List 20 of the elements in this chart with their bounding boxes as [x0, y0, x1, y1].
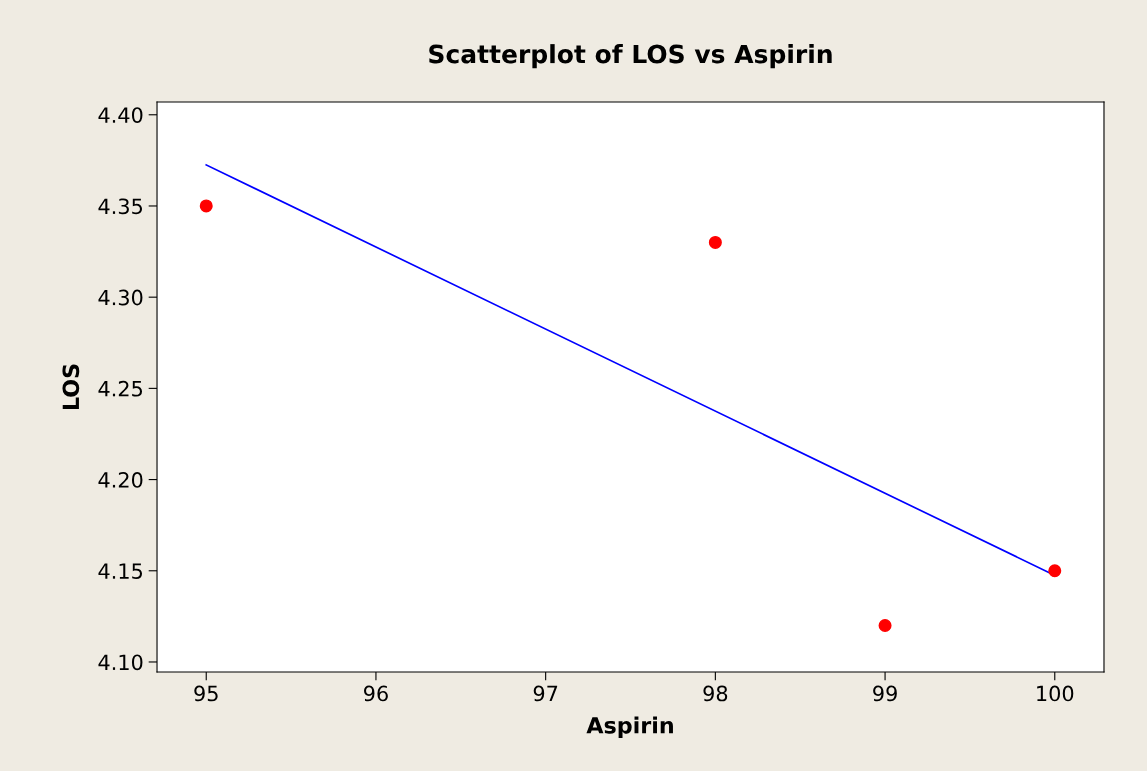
x-tick-label: 98 [703, 685, 728, 702]
y-tick-label: 4.40 [98, 107, 143, 123]
chart-title: Scatterplot of LOS vs Aspirin [429, 44, 832, 69]
y-tick-label: 4.25 [98, 380, 143, 397]
y-axis-title: LOS [62, 364, 80, 410]
x-tick-label: 100 [1037, 685, 1074, 702]
point [1048, 564, 1062, 578]
y-tick-label: 4.10 [98, 654, 143, 671]
point [878, 618, 892, 632]
y-tick-label: 4.20 [98, 472, 143, 488]
x-tick-label: 97 [533, 685, 558, 702]
y-tick-label: 4.30 [98, 289, 143, 306]
x-tick-label: 95 [194, 685, 218, 702]
y-tick-label: 4.15 [98, 563, 143, 579]
x-tick-label: 99 [873, 685, 897, 702]
point [199, 199, 213, 213]
point [708, 235, 722, 249]
y-tick-label: 4.35 [98, 198, 143, 215]
x-axis-title: Aspirin [586, 716, 673, 738]
x-tick-label: 96 [364, 685, 388, 702]
